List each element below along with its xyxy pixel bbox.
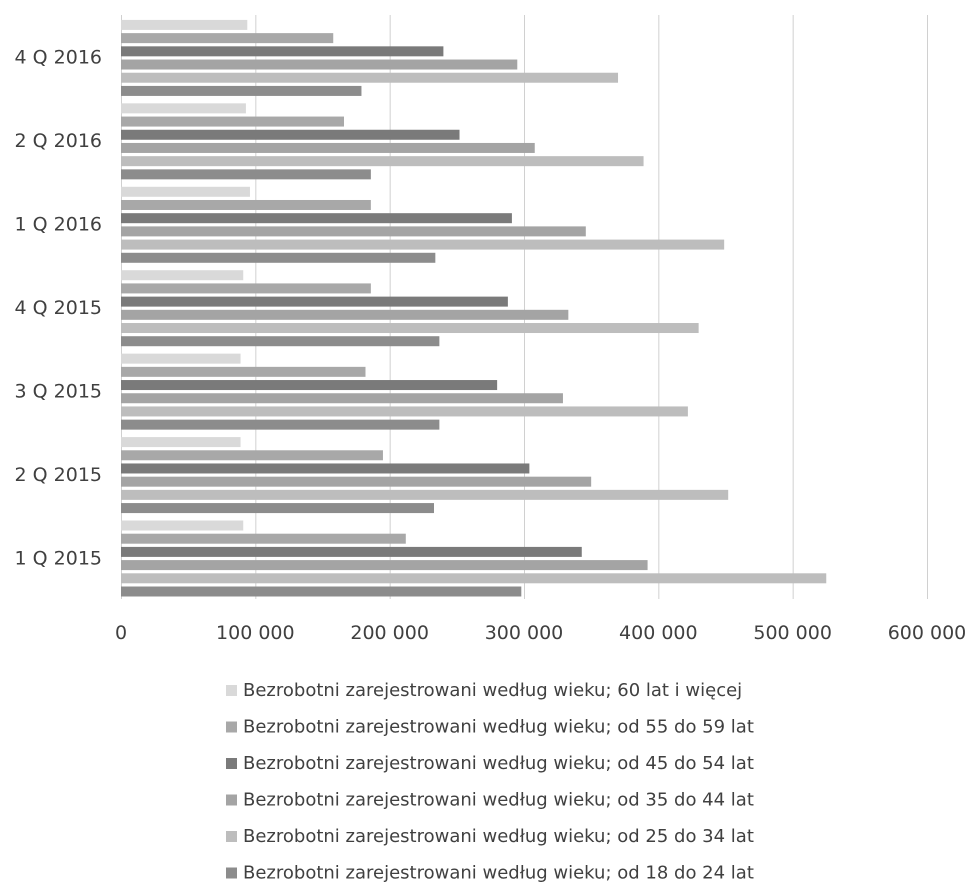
bar (121, 33, 334, 44)
bar (121, 437, 241, 448)
category-label: 1 Q 2016 (15, 214, 102, 236)
bar (121, 116, 344, 127)
legend-swatch (226, 721, 237, 733)
legend-label: Bezrobotni zarejestrowani według wieku; … (243, 680, 742, 701)
legend: Bezrobotni zarejestrowani według wieku; … (226, 680, 754, 884)
bar (121, 129, 460, 140)
bar (121, 186, 250, 197)
bar (121, 419, 440, 430)
x-tick-label: 600 000 (888, 622, 967, 644)
bar (121, 296, 508, 307)
bar (121, 406, 688, 417)
category-label: 3 Q 2015 (15, 380, 102, 402)
bar (121, 72, 619, 83)
x-tick-label: 200 000 (350, 622, 429, 644)
bar (121, 59, 518, 70)
bar (121, 213, 512, 224)
category-label: 2 Q 2015 (15, 464, 102, 486)
bar (121, 199, 371, 210)
legend-label: Bezrobotni zarejestrowani według wieku; … (243, 753, 754, 774)
bar (121, 169, 371, 180)
bar (121, 450, 383, 461)
x-tick-label: 300 000 (485, 622, 564, 644)
x-tick-label: 100 000 (216, 622, 295, 644)
bar (121, 463, 530, 474)
legend-swatch (226, 831, 237, 842)
bar (121, 476, 592, 487)
bar (121, 503, 434, 514)
x-tick-label: 500 000 (753, 622, 832, 644)
category-label: 4 Q 2016 (15, 47, 102, 69)
bar (121, 85, 362, 96)
x-tick-label: 400 000 (619, 622, 698, 644)
bar (121, 103, 246, 114)
bar (121, 309, 569, 320)
bar (121, 533, 406, 544)
bar (121, 353, 241, 364)
bar (121, 142, 535, 153)
bar (121, 366, 366, 377)
category-label: 1 Q 2015 (15, 547, 102, 569)
axes: 0 100 000 200 000 300 000 400 000 500 000 600 … (15, 47, 967, 644)
bar (121, 19, 248, 30)
bar (121, 283, 371, 294)
bar (121, 323, 699, 334)
category-label: 4 Q 2015 (15, 297, 102, 319)
legend-label: Bezrobotni zarejestrowani według wieku; … (243, 790, 754, 811)
bar (121, 489, 729, 500)
category-label: 2 Q 2016 (15, 130, 102, 152)
bar (121, 573, 827, 584)
legend-swatch (226, 758, 237, 769)
x-tick-label: 0 (115, 622, 127, 644)
bar (121, 520, 244, 531)
bar (121, 239, 725, 250)
legend-swatch (226, 867, 237, 879)
bar (121, 270, 244, 281)
legend-swatch (226, 685, 237, 696)
legend-label: Bezrobotni zarejestrowani według wieku; … (243, 717, 754, 738)
bar (121, 252, 436, 263)
bar (121, 156, 644, 167)
legend-swatch (226, 794, 237, 806)
bar (121, 380, 498, 391)
bar (121, 46, 444, 57)
bar (121, 586, 522, 597)
bars (121, 19, 827, 597)
legend-label: Bezrobotni zarejestrowani według wieku; … (243, 863, 754, 884)
bar (121, 560, 648, 571)
legend-label: Bezrobotni zarejestrowani według wieku; … (243, 826, 754, 847)
bar (121, 226, 586, 237)
bar (121, 546, 582, 557)
gridlines (121, 15, 928, 599)
bar (121, 393, 563, 404)
bar (121, 336, 440, 347)
